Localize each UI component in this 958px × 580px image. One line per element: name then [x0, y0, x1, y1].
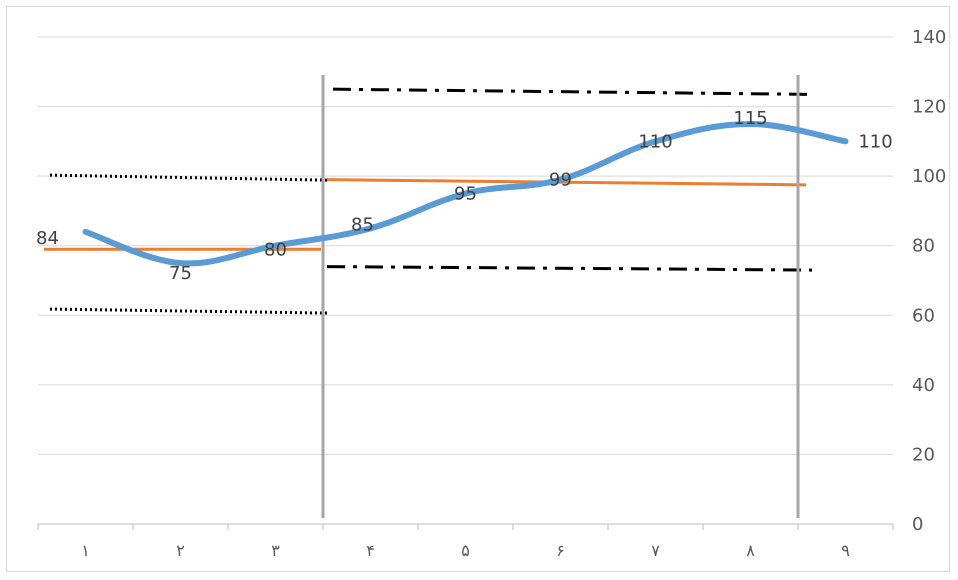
x-tick-label: ۶ [556, 541, 565, 560]
y-tick-label: 40 [912, 375, 935, 396]
data-label: 99 [549, 170, 572, 191]
gridlines [38, 36, 893, 455]
y-tick-label: 80 [912, 236, 935, 257]
reference-lines [44, 75, 813, 518]
phase1-lower-dotted-line [49, 307, 328, 315]
y-tick-label: 60 [912, 305, 935, 326]
x-tick-label: ٢ [176, 541, 185, 560]
x-tick-label: ٨ [746, 541, 755, 560]
y-tick-label: 120 [912, 97, 946, 118]
phase2-mean-line [326, 178, 807, 187]
data-label: 110 [858, 131, 892, 152]
x-tick-label: ۴ [366, 541, 375, 560]
chart-frame [6, 6, 950, 572]
data-label: 80 [264, 240, 287, 261]
y-tick-label: 100 [912, 166, 946, 187]
y-tick-label: 140 [912, 27, 946, 48]
x-tick-label: ٩ [841, 541, 850, 560]
x-tick-label: ٧ [651, 541, 660, 560]
data-label: 75 [169, 263, 192, 284]
data-label: 95 [454, 184, 477, 205]
series-layer [82, 120, 849, 267]
x-tick-label: ١ [81, 541, 90, 560]
phase1-upper-dotted-line [49, 173, 328, 182]
y-tick-label: 0 [912, 514, 923, 535]
x-tick-label: ٣ [271, 541, 280, 560]
phase2-lower-dashdot-line [326, 265, 813, 272]
data-label: 115 [733, 108, 767, 129]
data-label: 110 [638, 131, 672, 152]
phase2-upper-dashdot-line [332, 87, 813, 96]
axes [37, 523, 894, 530]
x-tick-label: ۵ [461, 541, 470, 560]
labels-layer: 0 20 40 60 80 100 120 140 ١ ٢ ٣ ۴ ۵ ۶ ٧ ٨ ٩ 84 75 80 85 95 99 1… [36, 27, 946, 560]
data-label: 85 [351, 214, 374, 235]
y-tick-label: 20 [912, 444, 935, 465]
data-label: 84 [36, 228, 59, 249]
